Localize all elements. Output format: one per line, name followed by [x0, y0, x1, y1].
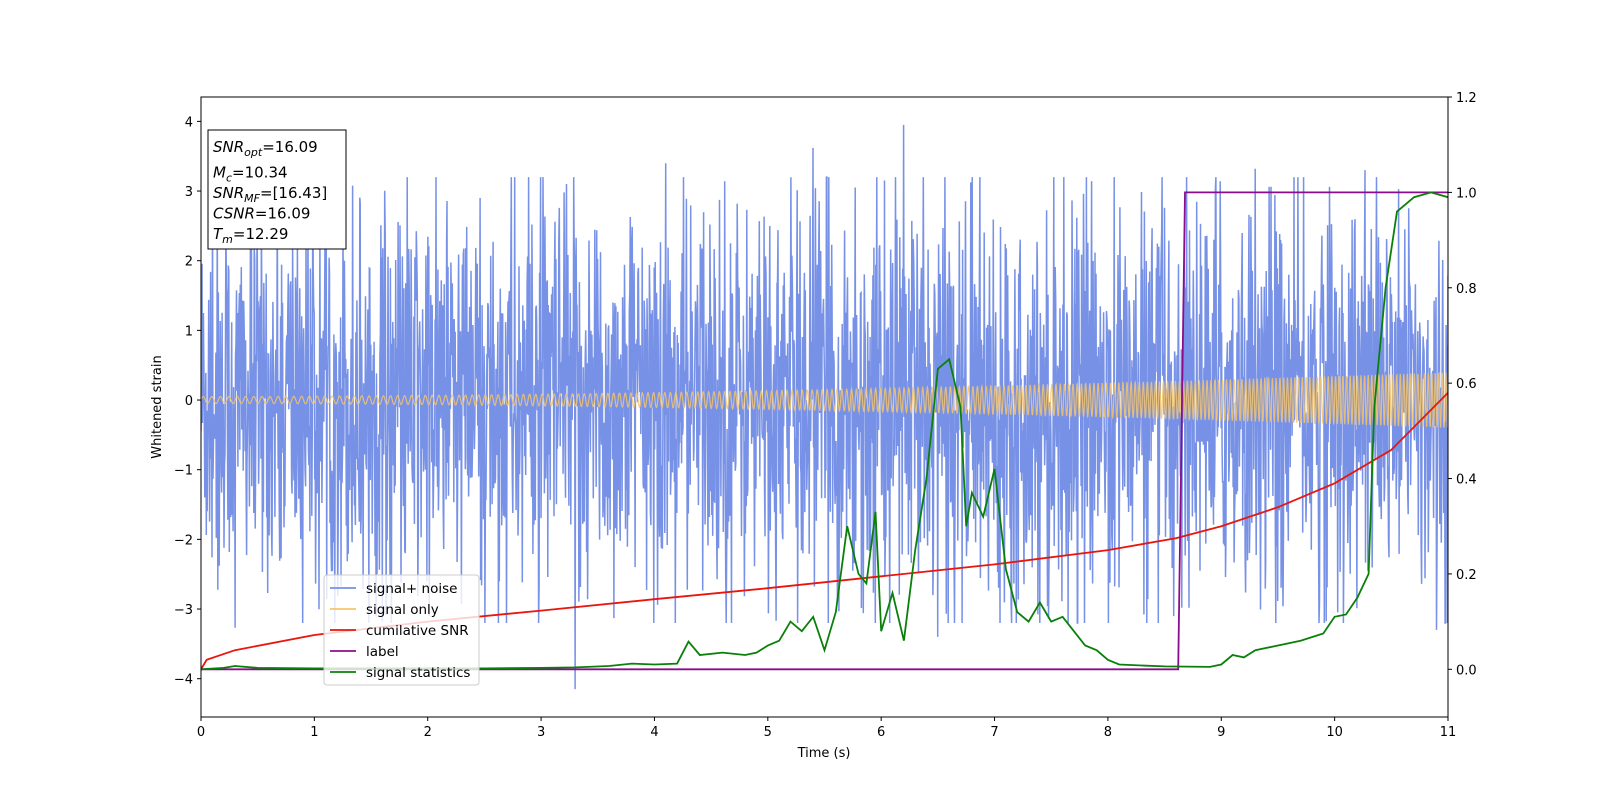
- annotation-frame: [207, 129, 347, 250]
- y-tick-label: −4: [174, 673, 193, 688]
- y-tick-label: −1: [174, 464, 193, 479]
- axes-layer: 0 1 2 3 4 5 6 7 8 9 10 11 −4 −3 −2 −1 0 1 2 3 4 0.0 0.2 0.4 0.6 0…: [174, 91, 1477, 740]
- series-signal-only-line: [201, 371, 1448, 428]
- series-label-line: [201, 191, 1448, 671]
- x-tick-label: 4: [650, 725, 658, 740]
- y-tick-label: 0: [185, 394, 193, 409]
- annotation-value: =16.09: [255, 205, 311, 223]
- y2-tick-label: 0.6: [1456, 377, 1477, 392]
- annotation-value: =16.09: [262, 138, 318, 156]
- annotation-line: SNRopt=16.09: [213, 138, 318, 159]
- annotation-box: SNRopt=16.09Mc=10.34SNRMF=[16.43]CSNR=16…: [207, 129, 347, 250]
- x-tick-label: 7: [990, 725, 998, 740]
- annotation-symbol: M: [213, 164, 226, 182]
- plot-frame: [200, 96, 1449, 718]
- series-layer: [201, 124, 1448, 690]
- annotation-symbol: T: [213, 225, 224, 243]
- y2-tick-label: 0.0: [1456, 663, 1477, 678]
- x-tick-label: 2: [424, 725, 432, 740]
- x-tick-label: 11: [1440, 725, 1457, 740]
- x-tick-label: 3: [537, 725, 545, 740]
- x-tick-label: 6: [877, 725, 885, 740]
- annotation-symbol: CSNR: [213, 205, 255, 223]
- y-tick-label: 3: [185, 185, 193, 200]
- x-tick-label: 8: [1104, 725, 1112, 740]
- annotation-value: =[16.43]: [260, 184, 327, 202]
- y2-tick-label: 1.2: [1456, 91, 1477, 106]
- annotation-subscript: MF: [244, 192, 260, 205]
- legend: signal+ noise signal only cumilative SNR la…: [323, 574, 480, 686]
- legend-frame: [323, 574, 480, 686]
- legend-entry: signal+ noise: [366, 581, 457, 597]
- legend-entry: cumilative SNR: [366, 623, 469, 639]
- annotation-subscript: m: [222, 233, 233, 246]
- annotation-value: =10.34: [232, 164, 288, 182]
- annotation-line: Tm=12.29: [213, 225, 288, 246]
- series-signal-statistics-line: [201, 191, 1448, 671]
- annotation-subscript: c: [226, 172, 232, 185]
- y-tick-label: 4: [185, 115, 193, 130]
- y-tick-label: 2: [185, 255, 193, 270]
- x-axis-label: Time (s): [797, 746, 851, 761]
- y2-tick-label: 0.8: [1456, 282, 1477, 297]
- y-tick-label: −3: [174, 603, 193, 618]
- legend-entry: label: [366, 644, 399, 660]
- y-tick-label: 1: [185, 324, 193, 339]
- y-axis-label: Whitened strain: [150, 355, 165, 458]
- annotation-symbol: SNR: [213, 184, 244, 202]
- x-tick-label: 9: [1217, 725, 1225, 740]
- y2-tick-label: 1.0: [1456, 186, 1477, 201]
- annotation-line: SNRMF=[16.43]: [213, 184, 327, 205]
- x-tick-label: 0: [197, 725, 205, 740]
- annotation-subscript: opt: [244, 146, 263, 159]
- series-cumilative-snr-line: [201, 392, 1448, 670]
- annotation-line: Mc=10.34: [213, 164, 288, 185]
- x-tick-label: 1: [310, 725, 318, 740]
- y-tick-label: −2: [174, 533, 193, 548]
- legend-entry: signal statistics: [366, 665, 470, 681]
- x-tick-label: 5: [764, 725, 772, 740]
- x-tick-label: 10: [1326, 725, 1343, 740]
- y2-tick-label: 0.2: [1456, 568, 1477, 583]
- annotation-symbol: SNR: [213, 138, 244, 156]
- y2-tick-label: 0.4: [1456, 473, 1477, 488]
- annotation-line: CSNR=16.09: [213, 205, 310, 223]
- legend-entry: signal only: [366, 602, 439, 618]
- annotation-value: =12.29: [233, 225, 289, 243]
